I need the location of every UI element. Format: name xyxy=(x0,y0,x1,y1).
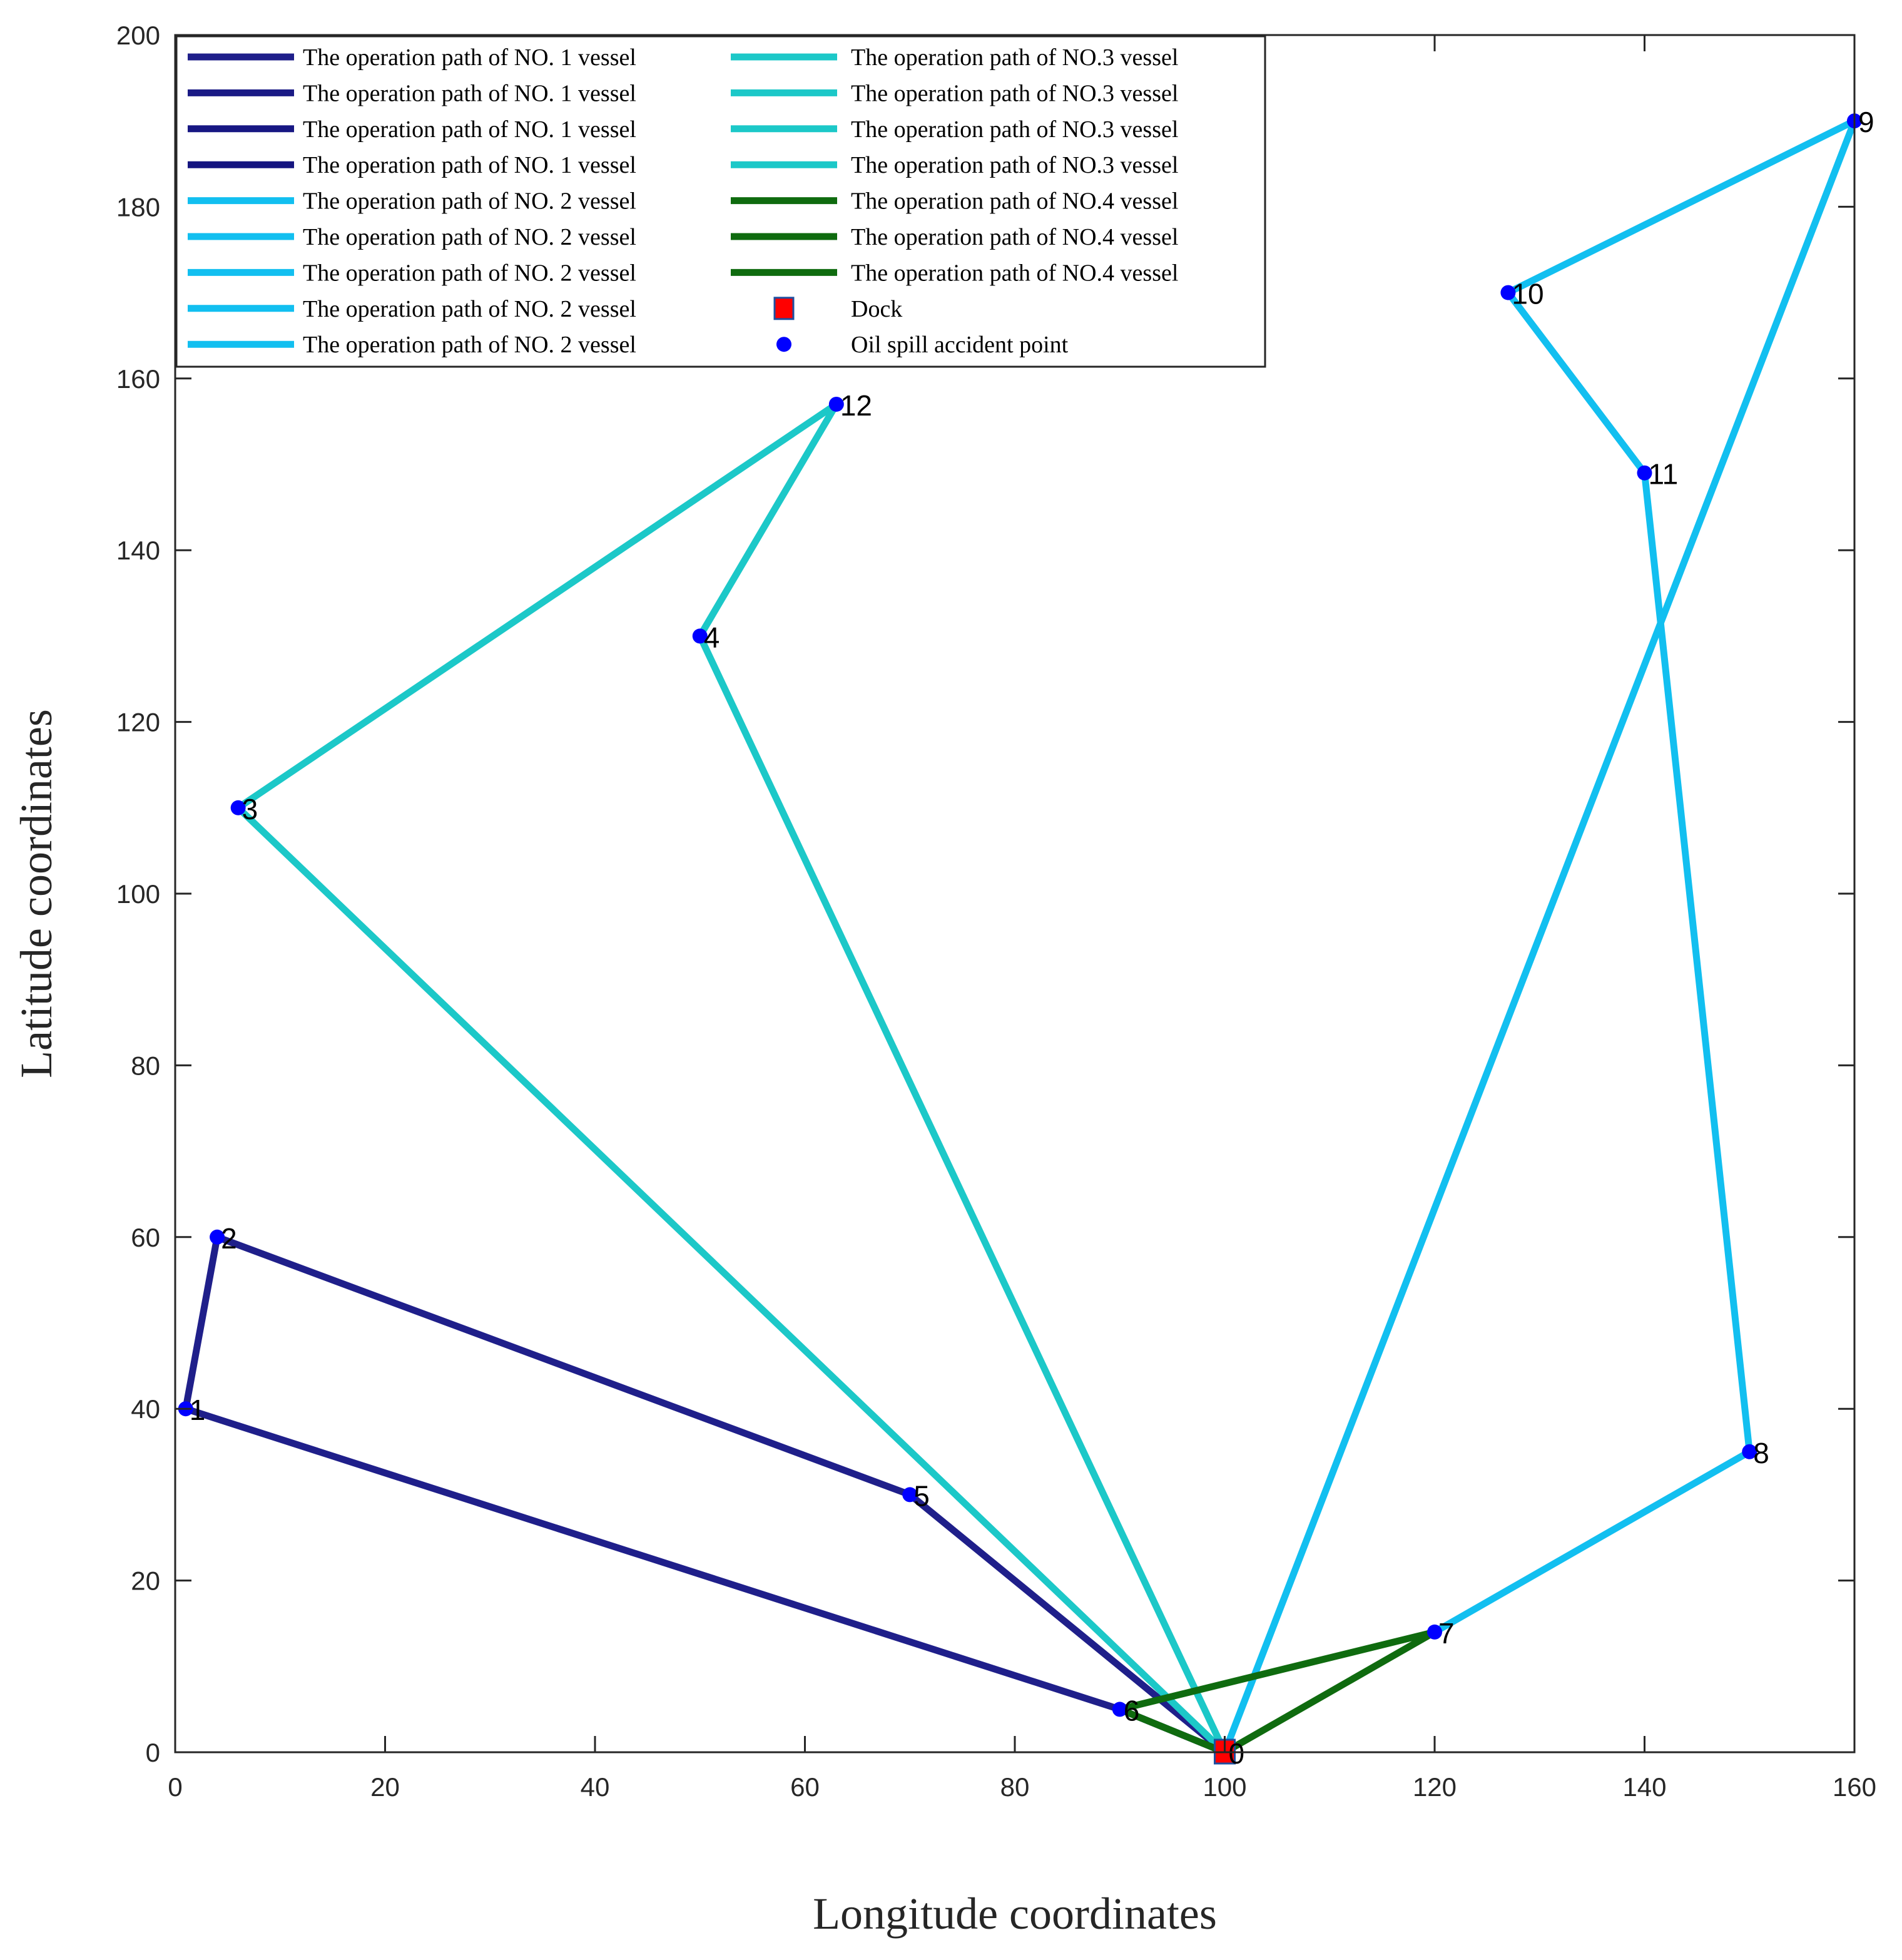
path-segment xyxy=(906,1491,1228,1756)
legend-label: Dock xyxy=(851,296,902,322)
legend-label: The operation path of NO. 1 vessel xyxy=(303,152,636,178)
legend-label: Oil spill accident point xyxy=(851,332,1069,358)
legend-label: The operation path of NO. 2 vessel xyxy=(303,296,636,322)
y-tick-label: 160 xyxy=(116,364,160,394)
point-label: 6 xyxy=(1124,1694,1140,1727)
accident-point xyxy=(828,396,844,412)
point-label: 4 xyxy=(704,621,720,653)
legend-label: The operation path of NO. 2 vessel xyxy=(303,188,636,215)
y-axis-title: Latitude coordinates xyxy=(11,709,61,1078)
path-segment xyxy=(696,632,1228,1756)
plot-lines xyxy=(182,117,1858,1756)
legend-label: The operation path of NO. 2 vessel xyxy=(303,260,636,286)
y-tick-label: 180 xyxy=(116,192,160,222)
y-tick-label: 20 xyxy=(131,1566,160,1596)
point-label: 5 xyxy=(913,1479,930,1512)
path-segment xyxy=(1504,117,1858,297)
x-tick-label: 100 xyxy=(1203,1772,1246,1802)
legend-label: The operation path of NO. 1 vessel xyxy=(303,44,636,71)
path-segment xyxy=(1116,1705,1228,1756)
point-label: 0 xyxy=(1229,1737,1245,1770)
path-segment xyxy=(235,401,840,812)
path-segment xyxy=(182,1405,1124,1713)
point-label: 11 xyxy=(1649,458,1679,491)
x-tick-label: 140 xyxy=(1622,1772,1666,1802)
accident-point xyxy=(1112,1702,1127,1717)
x-tick-label: 120 xyxy=(1413,1772,1457,1802)
legend-label: The operation path of NO.3 vessel xyxy=(851,80,1178,106)
point-label: 1 xyxy=(190,1394,206,1426)
path-segment xyxy=(235,804,1228,1756)
path-segment xyxy=(696,401,840,640)
y-tick-label: 120 xyxy=(116,708,160,737)
legend-label: The operation path of NO. 1 vessel xyxy=(303,116,636,143)
y-tick-label: 0 xyxy=(146,1738,160,1767)
y-tick-label: 40 xyxy=(131,1394,160,1424)
accident-point xyxy=(1500,285,1516,300)
path-segment xyxy=(1221,117,1858,1756)
accident-point xyxy=(1427,1624,1442,1640)
accident-point xyxy=(1637,465,1652,481)
legend-point-swatch xyxy=(776,337,791,352)
axis-ticks: 0 20 40 60 80 100 120 140 1600204060801001201401… xyxy=(116,21,1876,1802)
path-segment xyxy=(1431,1448,1753,1636)
accident-point xyxy=(1742,1444,1757,1459)
path-segment xyxy=(213,1233,913,1498)
legend-label: The operation path of NO.4 vessel xyxy=(851,260,1178,286)
accident-point xyxy=(230,800,246,815)
path-segment xyxy=(1221,1628,1438,1756)
point-label: 9 xyxy=(1858,106,1874,138)
legend-label: The operation path of NO.3 vessel xyxy=(851,116,1178,143)
x-tick-label: 40 xyxy=(581,1772,610,1802)
path-segment xyxy=(1116,1628,1438,1713)
path-segment xyxy=(1641,469,1753,1456)
y-tick-label: 60 xyxy=(131,1223,160,1252)
y-tick-label: 100 xyxy=(116,879,160,909)
x-axis-title: Longitude coordinates xyxy=(813,1889,1217,1939)
legend: The operation path of NO. 1 vessel The op… xyxy=(175,35,1266,368)
legend-dock-swatch xyxy=(773,297,795,320)
y-tick-label: 200 xyxy=(116,21,160,50)
x-tick-label: 160 xyxy=(1833,1772,1876,1802)
legend-label: The operation path of NO. 2 vessel xyxy=(303,332,636,358)
point-label: 8 xyxy=(1753,1437,1769,1469)
point-label: 10 xyxy=(1512,278,1543,310)
x-tick-label: 20 xyxy=(370,1772,400,1802)
legend-label: The operation path of NO.3 vessel xyxy=(851,152,1178,178)
point-label: 3 xyxy=(242,793,258,825)
legend-box xyxy=(175,35,1266,368)
y-tick-label: 80 xyxy=(131,1051,160,1080)
x-tick-label: 0 xyxy=(168,1772,182,1802)
x-tick-label: 60 xyxy=(790,1772,820,1802)
legend-label: The operation path of NO.4 vessel xyxy=(851,188,1178,215)
legend-label: The operation path of NO. 2 vessel xyxy=(303,224,636,250)
y-tick-label: 140 xyxy=(116,536,160,565)
legend-label: The operation path of NO.3 vessel xyxy=(851,44,1178,71)
point-label: 7 xyxy=(1438,1617,1455,1650)
accident-point xyxy=(210,1229,225,1245)
path-segment xyxy=(182,1233,221,1412)
accident-point xyxy=(902,1487,918,1503)
legend-label: The operation path of NO. 1 vessel xyxy=(303,80,636,106)
legend-label: The operation path of NO.4 vessel xyxy=(851,224,1178,250)
path-segment xyxy=(1504,289,1648,477)
accident-point xyxy=(692,628,708,644)
point-label: 2 xyxy=(221,1222,237,1255)
point-label: 12 xyxy=(840,389,872,422)
x-tick-label: 80 xyxy=(1000,1772,1030,1802)
